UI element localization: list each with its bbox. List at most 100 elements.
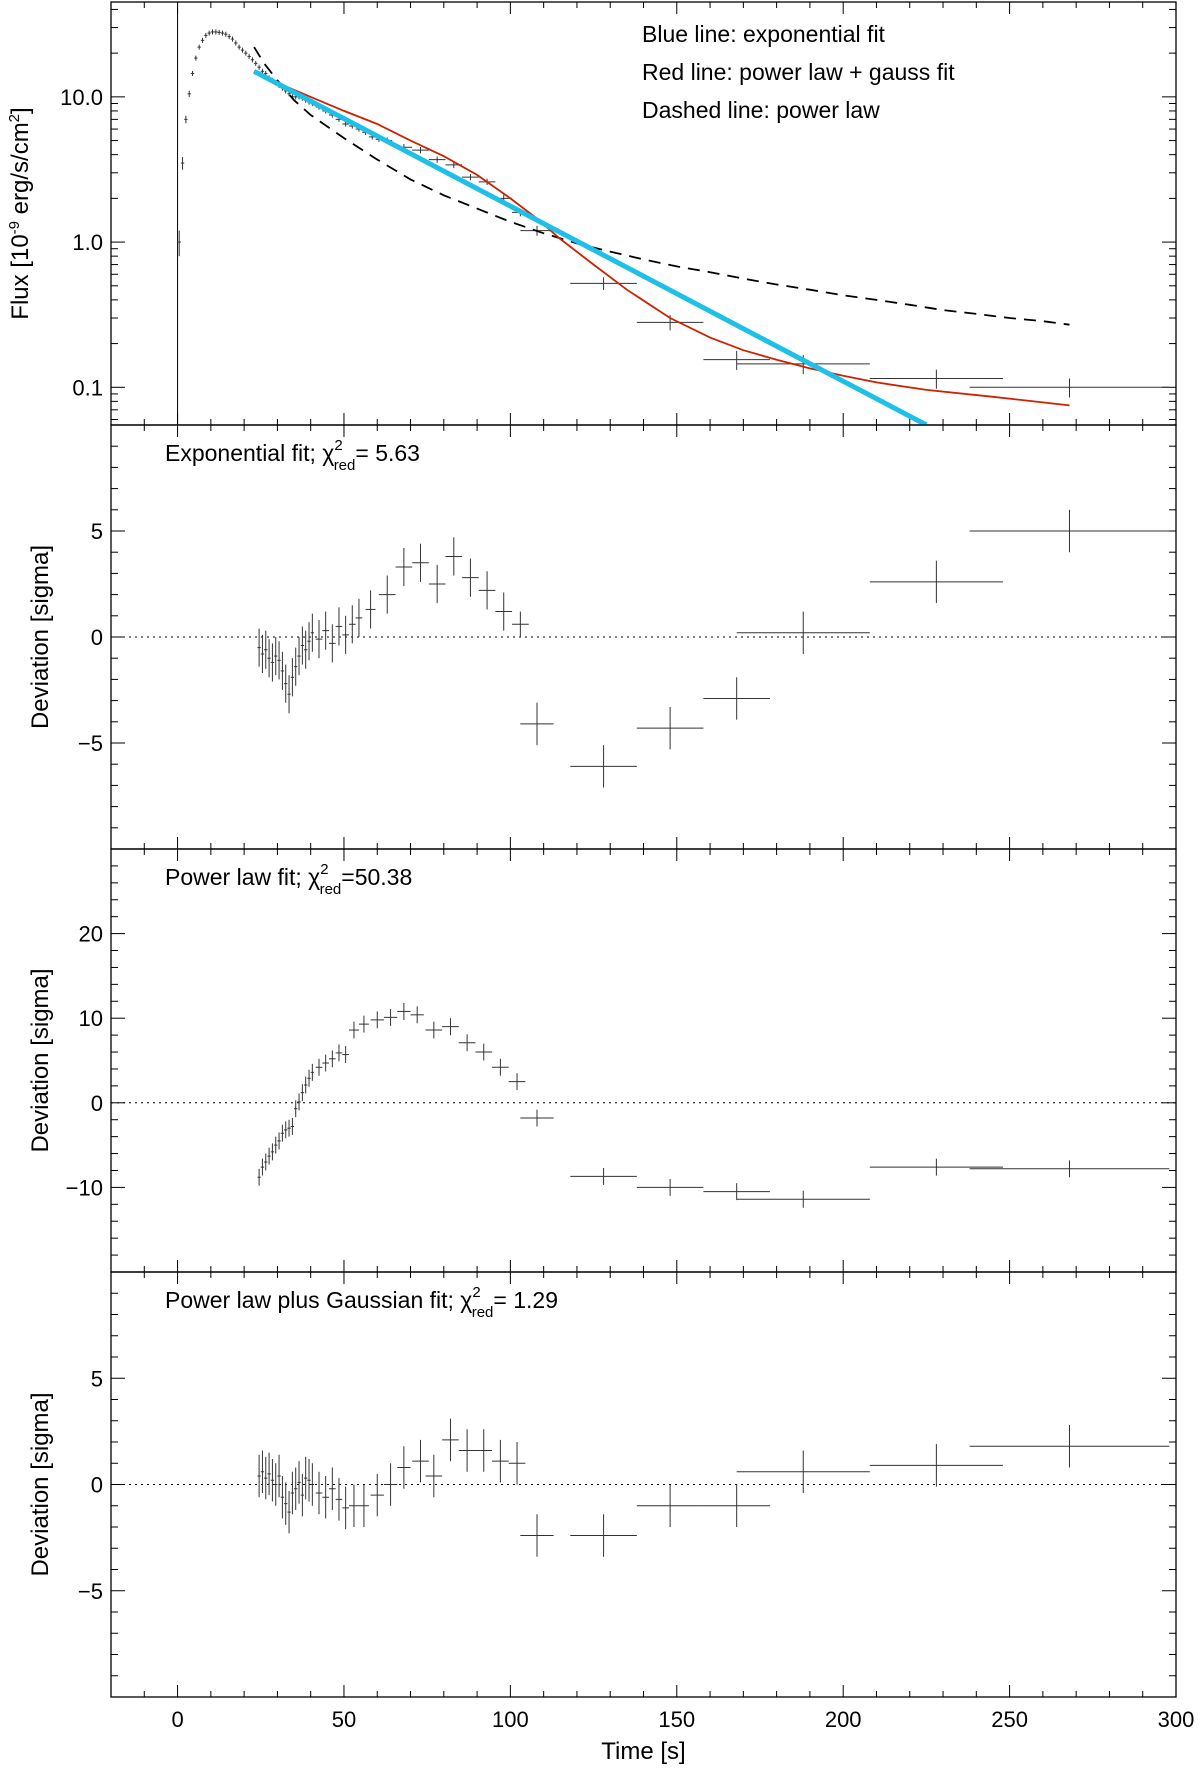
- y-tick-label: −5: [78, 1579, 103, 1604]
- data-point: [322, 611, 329, 650]
- y-axis-label-part: Flux [10: [7, 234, 34, 319]
- data-point: [254, 60, 258, 66]
- data-point: [284, 664, 288, 703]
- data-point: [315, 1058, 323, 1076]
- data-point: [274, 1136, 278, 1154]
- data-point: [969, 378, 1170, 398]
- data-point: [342, 615, 349, 654]
- data-point: [294, 1100, 298, 1118]
- panel-title-subscript: red: [320, 881, 342, 898]
- data-point: [277, 641, 281, 680]
- y-tick-label: 0.1: [72, 375, 103, 400]
- panel-title-subscript: red: [334, 457, 356, 474]
- y-tick-label: 20: [79, 922, 103, 947]
- data-point: [304, 630, 308, 669]
- data-point: [328, 1467, 336, 1510]
- data-point: [869, 369, 1003, 389]
- panel-title-superscript: 2: [472, 1284, 480, 1301]
- y-tick-label: 5: [91, 1366, 103, 1391]
- data-point: [335, 607, 343, 646]
- data-point: [270, 1143, 275, 1161]
- data-point: [270, 643, 275, 682]
- data-point: [869, 560, 1003, 604]
- data-point: [370, 1473, 384, 1517]
- data-point: [227, 34, 231, 40]
- x-tick-label: 50: [332, 1707, 356, 1732]
- data-point: [520, 1109, 554, 1127]
- data-point: [270, 1459, 275, 1502]
- data-point: [412, 1439, 429, 1483]
- data-point: [264, 1153, 268, 1171]
- data-point: [322, 1476, 329, 1519]
- data-point: [570, 1167, 637, 1185]
- data-point: [462, 174, 479, 181]
- data-point: [520, 702, 554, 746]
- data-point: [274, 1463, 278, 1506]
- data-point: [328, 624, 336, 663]
- data-point: [194, 55, 198, 61]
- y-tick-label: 0: [91, 625, 103, 650]
- data-point: [300, 1084, 305, 1102]
- data-point: [462, 558, 479, 597]
- data-point: [397, 1002, 411, 1020]
- data-point: [244, 50, 248, 56]
- data-point: [512, 611, 529, 637]
- data-point: [869, 1444, 1003, 1487]
- data-point: [492, 1439, 509, 1483]
- data-point: [210, 29, 215, 35]
- data-point: [250, 57, 255, 63]
- panel-residuals_exponential: −5 0 5 Deviation [sigma] Exponential fit; χ2…: [27, 424, 1177, 850]
- data-point: [412, 147, 429, 154]
- data-point: [570, 1514, 637, 1557]
- legend-item-1: Red line: power law + gauss fit: [642, 59, 955, 85]
- y-tick-label: 5: [91, 519, 103, 544]
- data-point: [300, 626, 305, 665]
- data-point: [358, 1015, 369, 1033]
- y-axis-label-part: ]: [7, 107, 34, 114]
- y-axis-label: Deviation [sigma]: [27, 545, 54, 729]
- data-point: [458, 1034, 476, 1052]
- data-point: [184, 115, 188, 124]
- data-point: [300, 1473, 305, 1517]
- data-point: [425, 1454, 443, 1498]
- data-point: [214, 29, 218, 35]
- x-tick-label: 250: [991, 1707, 1028, 1732]
- data-point: [478, 571, 496, 610]
- y-axis-label-exponent: 2: [6, 114, 23, 122]
- data-point: [428, 156, 446, 163]
- y-tick-label: 0: [91, 1091, 103, 1116]
- data-point: [636, 706, 704, 750]
- y-tick-label: 0: [91, 1473, 103, 1498]
- data-point: [187, 90, 191, 98]
- x-axis-label: Time [s]: [601, 1738, 685, 1765]
- data-point: [267, 639, 271, 678]
- data-point: [442, 1018, 459, 1036]
- panel-residuals_powerlaw: −10 0 10 20 Deviation [sigma] Power law fit; …: [27, 848, 1177, 1273]
- data-point: [240, 47, 245, 53]
- data-point: [307, 1459, 311, 1502]
- panel-title-subscript: red: [472, 1304, 494, 1321]
- plot-frame: [110, 424, 1177, 850]
- data-point: [264, 1456, 268, 1500]
- data-point: [348, 1021, 359, 1039]
- data-point: [200, 37, 205, 43]
- data-point: [217, 29, 221, 35]
- data-point: [322, 1054, 329, 1072]
- y-axis-label: Flux [10-9 erg/s/cm2]: [6, 107, 34, 319]
- data-point: [307, 622, 311, 661]
- data-point: [397, 1446, 411, 1489]
- data-point: [703, 350, 770, 370]
- data-point: [180, 157, 185, 170]
- data-point: [297, 637, 301, 676]
- data-point: [370, 1011, 384, 1029]
- y-axis-label-part: erg/s/cm: [7, 122, 34, 221]
- y-axis-label: Deviation [sigma]: [27, 1392, 54, 1576]
- data-point: [224, 31, 228, 37]
- data-point: [190, 70, 195, 76]
- data-point: [636, 1484, 704, 1527]
- data-point: [445, 537, 463, 576]
- x-axis: 0 50 100 150 200 250 300 Time [s]: [171, 1707, 1194, 1765]
- x-tick-label: 300: [1158, 1707, 1195, 1732]
- panel-title-superscript: 2: [320, 861, 328, 878]
